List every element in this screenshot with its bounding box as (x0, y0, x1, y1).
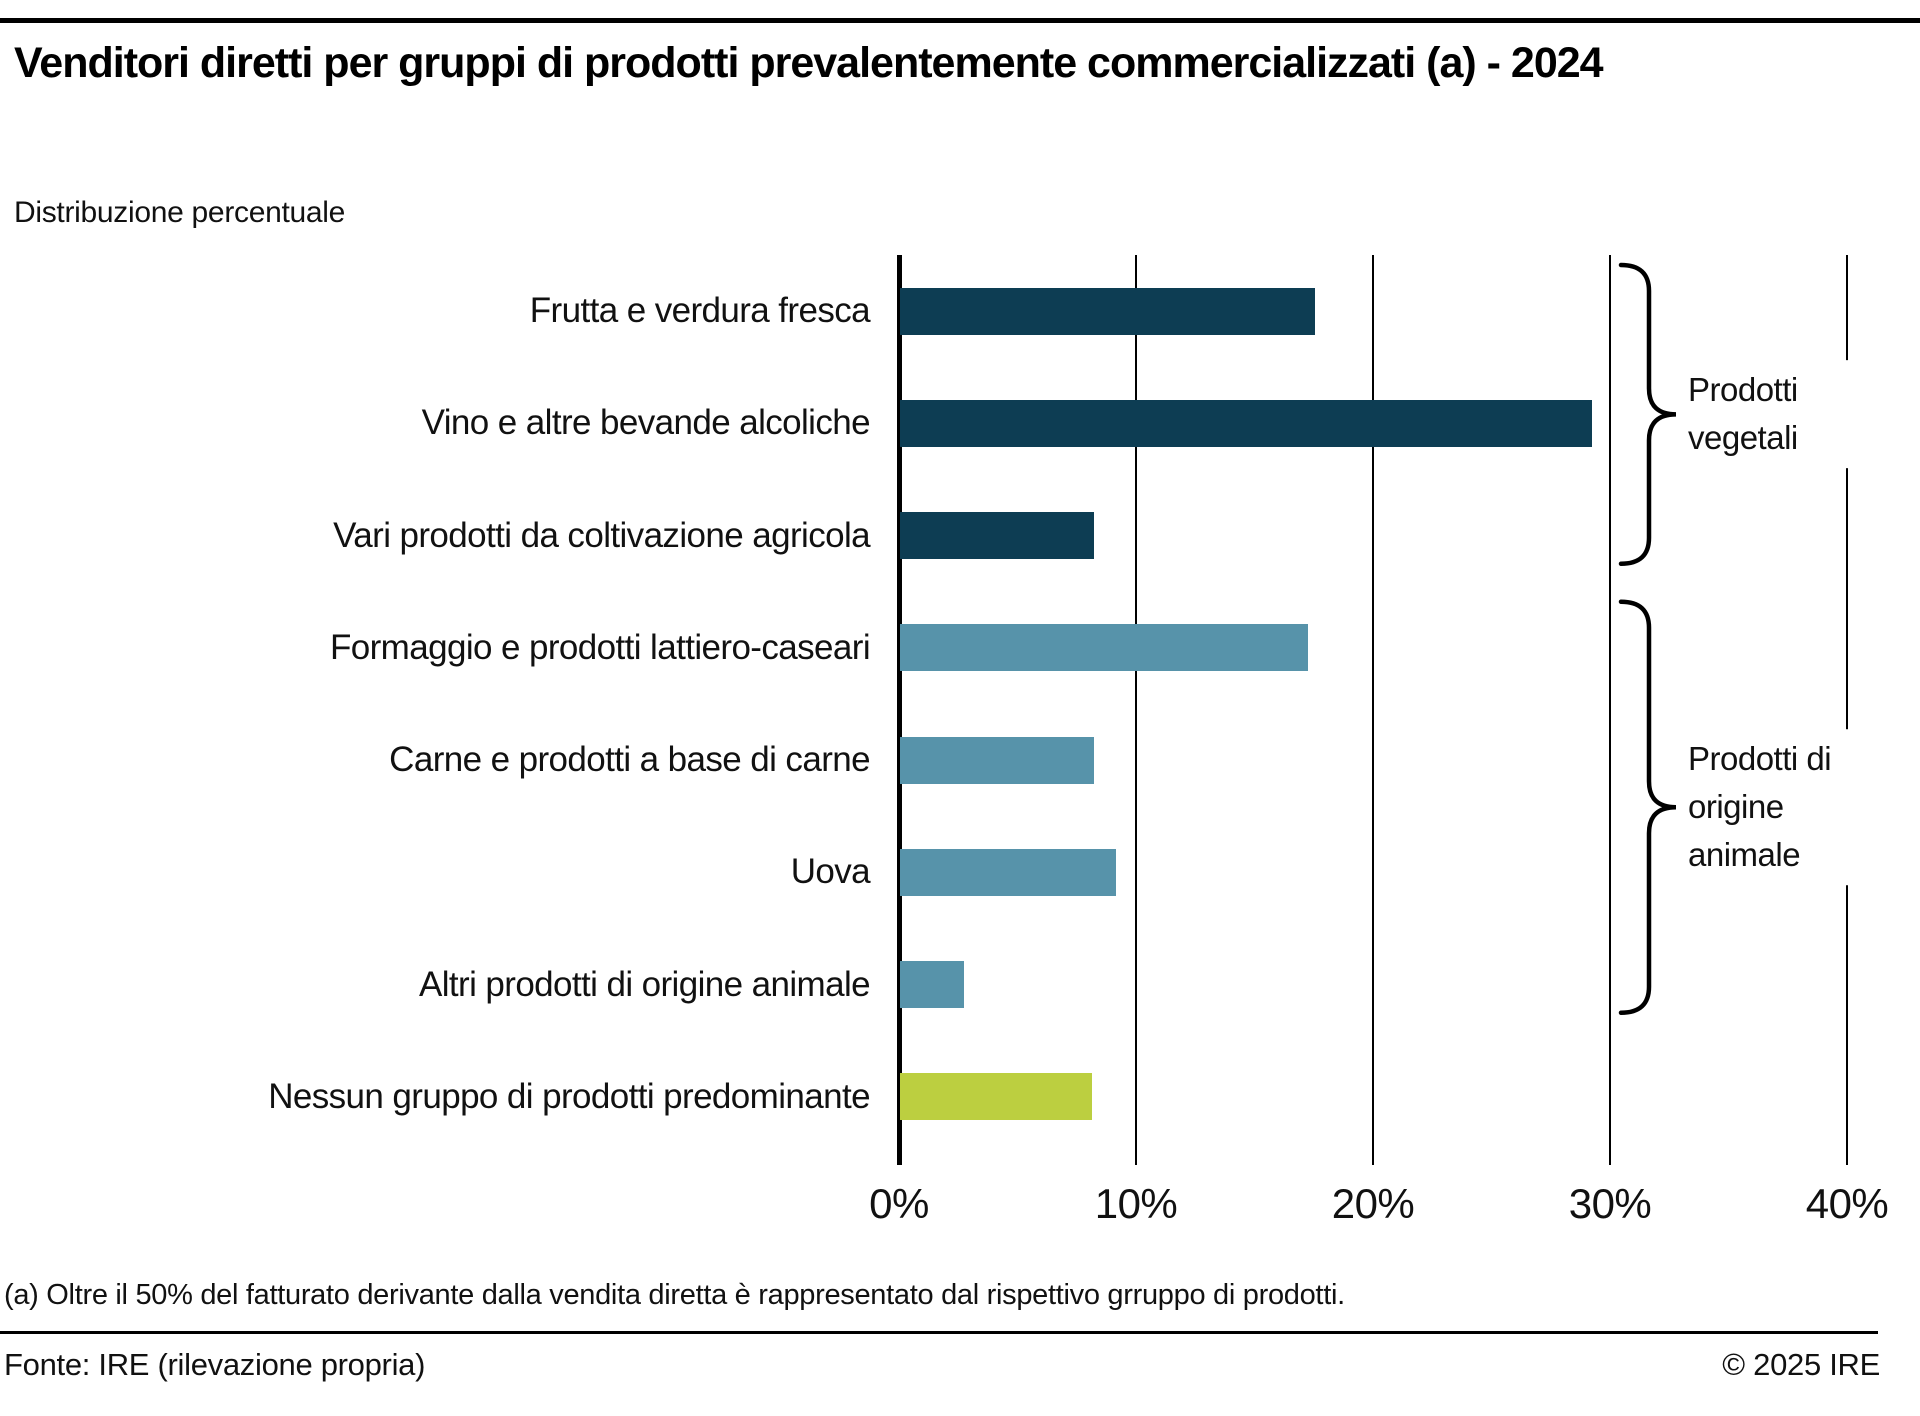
category-label: Vari prodotti da coltivazione agricola (333, 515, 870, 555)
bar (900, 736, 1095, 784)
chart-subtitle: Distribuzione percentuale (14, 196, 346, 229)
bar (900, 1073, 1092, 1121)
category-label: Uova (790, 852, 871, 892)
group-label: Prodotti vegetali (1686, 360, 1872, 469)
bar (900, 624, 1308, 672)
category-label: Formaggio e prodotti lattiero-caseari (329, 627, 871, 667)
bar (900, 512, 1095, 560)
gridline (1135, 255, 1137, 1165)
category-label: Altri prodotti di origine animale (419, 964, 871, 1004)
y-axis-line (897, 255, 902, 1165)
category-label: Carne e prodotti a base di carne (389, 740, 870, 780)
gridline (1846, 255, 1848, 1165)
x-tick-label: 10% (1094, 1180, 1178, 1227)
x-tick-label: 0% (869, 1180, 929, 1227)
bar (900, 961, 964, 1009)
category-label: Nessun gruppo di prodotti predominante (268, 1076, 870, 1116)
x-tick-label: 30% (1568, 1180, 1652, 1227)
source-text: Fonte: IRE (rilevazione propria) (4, 1347, 426, 1382)
category-label: Vino e altre bevande alcoliche (421, 403, 871, 443)
gridline (1372, 255, 1374, 1165)
footer: Fonte: IRE (rilevazione propria) © 2025 … (4, 1347, 1880, 1383)
footer-divider (0, 1331, 1878, 1334)
footnote: (a) Oltre il 50% del fatturato derivante… (4, 1279, 1345, 1311)
bar (900, 287, 1315, 335)
x-tick-label: 20% (1331, 1180, 1415, 1227)
group-label: Prodotti di origine animale (1686, 729, 1872, 886)
page-title: Venditori diretti per gruppi di prodotti… (14, 39, 1604, 87)
copyright-text: © 2025 IRE (1722, 1347, 1880, 1382)
bar (900, 848, 1116, 896)
category-label: Frutta e verdura fresca (529, 291, 871, 331)
x-tick-label: 40% (1805, 1180, 1889, 1227)
gridline (1609, 255, 1611, 1165)
bar (900, 399, 1593, 447)
plot-area (897, 255, 1848, 1165)
top-rule (0, 18, 1920, 23)
